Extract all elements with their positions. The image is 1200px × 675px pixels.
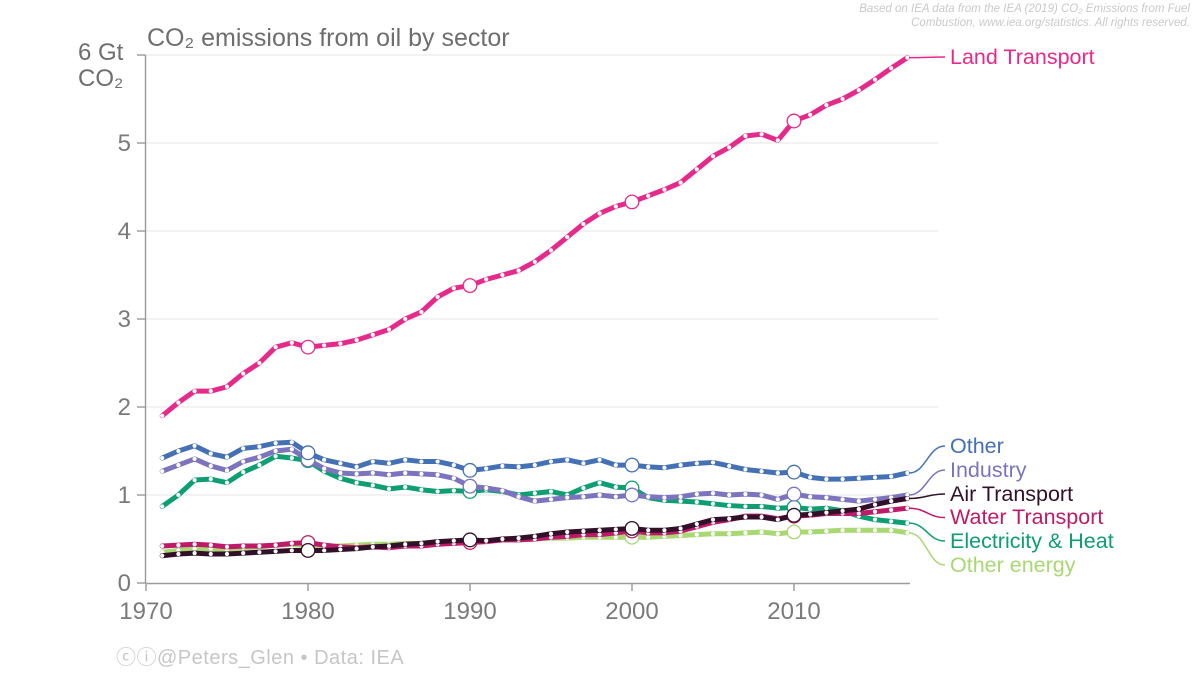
source-attribution: Based on IEA data from the IEA (2019) CO…: [859, 3, 1190, 30]
y-tick-label: 4: [118, 218, 131, 245]
y-tick-label: 2: [118, 394, 131, 421]
page-title: CO₂ emissions from oil by sector: [147, 24, 510, 52]
x-tick-label: 2000: [605, 598, 658, 625]
x-tick-label: 1970: [119, 598, 172, 625]
legend-label-land-transport: Land Transport: [950, 44, 1095, 69]
legend-label-industry: Industry: [950, 457, 1027, 482]
legend-label-water-transport: Water Transport: [950, 505, 1104, 529]
y-tick-label: 0: [118, 570, 131, 597]
legend-label-air-transport: Air Transport: [950, 481, 1074, 506]
x-tick-label: 2010: [767, 598, 820, 625]
y-tick-label: 1: [118, 482, 131, 509]
legend-label-other-energy: Other energy: [950, 552, 1076, 577]
y-tick-label: 3: [118, 306, 131, 333]
y-axis-unit-line2: CO₂: [78, 65, 124, 92]
legend-label-electricity-heat: Electricity & Heat: [950, 528, 1114, 553]
author-credit: ⓒⓘ@Peters_Glen • Data: IEA: [116, 647, 405, 669]
x-tick-label: 1980: [281, 598, 334, 625]
y-tick-label: 5: [118, 130, 131, 157]
y-axis-unit-label: 6 Gt CO₂: [78, 40, 123, 92]
y-axis-unit-line1: 6 Gt: [78, 39, 124, 66]
legend-label-other: Other: [950, 433, 1004, 458]
x-tick-label: 1990: [443, 598, 496, 625]
source-attribution-line1: Based on IEA data from the IEA (2019) CO…: [859, 3, 1190, 15]
source-attribution-line2: Combustion, www.iea.org/statistics. All …: [911, 16, 1190, 29]
